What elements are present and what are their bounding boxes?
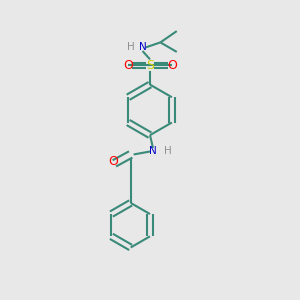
Text: H: H (164, 146, 172, 157)
Text: O: O (109, 155, 118, 168)
Text: N: N (139, 43, 146, 52)
Text: O: O (167, 59, 177, 72)
Text: H: H (127, 43, 135, 52)
Text: S: S (146, 59, 154, 72)
Text: O: O (123, 59, 133, 72)
Text: N: N (149, 146, 157, 157)
